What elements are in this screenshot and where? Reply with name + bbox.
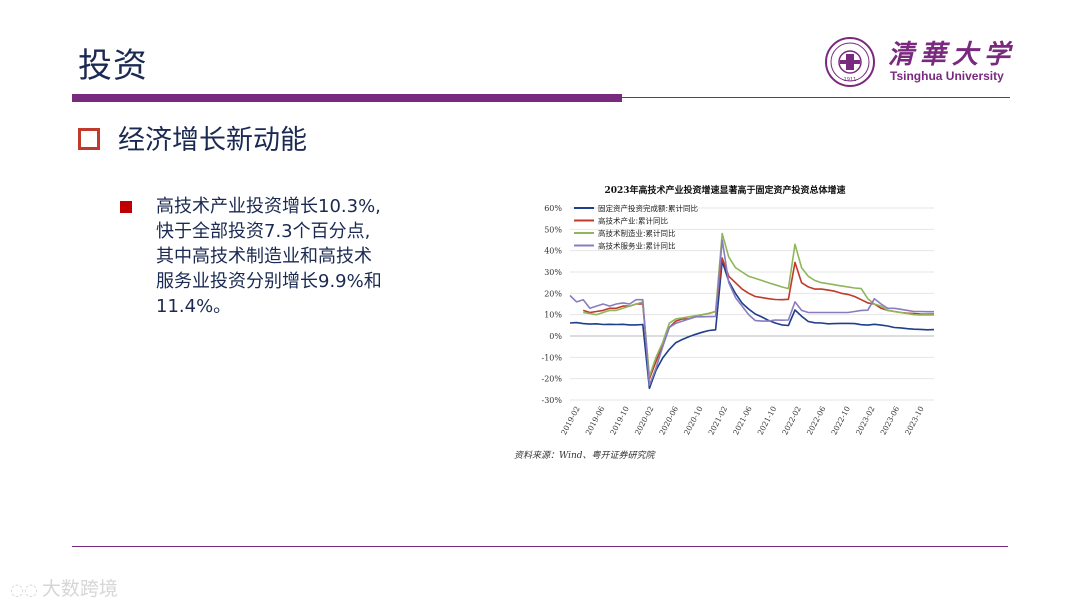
watermark-logo-icon: ◌◌ (10, 580, 38, 599)
y-tick-label: -10% (542, 353, 563, 362)
bullet-line: 高技术产业投资增长10.3%, (156, 196, 381, 217)
chart-title: 2023年高技术产业投资增速显著高于固定资产投资总体增速 (604, 184, 845, 196)
x-tick-label: 2020-02 (633, 405, 656, 437)
header-divider-thin (622, 97, 1010, 98)
x-tick-label: 2021-10 (756, 405, 779, 437)
x-tick-label: 2023-02 (854, 405, 877, 437)
x-tick-label: 2022-06 (805, 405, 828, 437)
header-divider-thick (72, 94, 622, 102)
series-line (569, 260, 935, 390)
hollow-square-bullet-icon (78, 127, 100, 150)
logo-name-en: Tsinghua University (890, 69, 1004, 83)
bullet-line: 其中高技术制造业和高技术 (156, 246, 372, 267)
investment-growth-chart: 2023年高技术产业投资增速显著高于固定资产投资总体增速 -30% -20% -10… (500, 178, 950, 466)
seal-icon: 1911 (825, 37, 875, 87)
y-tick-label: -20% (542, 375, 563, 384)
y-tick-label: -30% (542, 396, 563, 405)
bullet-line: 快于全部投资7.3个百分点, (156, 221, 371, 242)
section-title: 经济增长新动能 (118, 125, 307, 156)
x-tick-label: 2019-02 (559, 405, 582, 437)
y-tick-label: 40% (544, 247, 562, 256)
x-tick-label: 2019-06 (584, 405, 607, 437)
x-tick-label: 2021-02 (707, 405, 730, 437)
series-line (569, 239, 934, 386)
legend-label: 固定资产投资完成额:累计同比 (598, 203, 699, 213)
bullet-line: 11.4%。 (156, 296, 232, 317)
legend-label: 高技术产业:累计同比 (598, 216, 669, 226)
y-tick-label: 10% (544, 311, 562, 320)
page-title: 投资 (78, 46, 148, 86)
square-bullet-icon (120, 201, 132, 213)
legend-label: 高技术制造业:累计同比 (598, 228, 676, 238)
watermark: ◌◌ 大数跨境 (10, 574, 118, 601)
x-tick-label: 2023-10 (903, 405, 926, 437)
watermark-text: 大数跨境 (41, 578, 118, 600)
y-tick-label: 20% (544, 289, 562, 298)
series-line (582, 257, 935, 380)
y-tick-label: 50% (544, 225, 562, 234)
bullet-line: 服务业投资分别增长9.9%和 (156, 271, 382, 292)
section-heading: 经济增长新动能 (78, 118, 307, 157)
legend-label: 高技术服务业:累计同比 (598, 241, 676, 251)
x-tick-label: 2020-10 (682, 405, 705, 437)
footer-divider (72, 546, 1008, 547)
y-tick-label: 30% (544, 268, 562, 277)
chart-source: 资料来源：Wind、粤开证券研究院 (514, 451, 655, 461)
tsinghua-logo: 1911 清華大学 Tsinghua University (820, 36, 1020, 88)
x-tick-label: 2021-06 (731, 405, 754, 437)
x-tick-label: 2020-06 (657, 405, 680, 437)
x-tick-label: 2022-10 (829, 405, 852, 437)
x-tick-label: 2022-02 (780, 405, 803, 437)
y-tick-label: 0% (549, 332, 562, 341)
chart-canvas: 2023年高技术产业投资增速显著高于固定资产投资总体增速 -30% -20% -10… (542, 184, 935, 437)
seal-year: 1911 (844, 77, 857, 83)
x-tick-label: 2019-10 (608, 405, 631, 437)
series-line (583, 232, 934, 378)
y-tick-label: 60% (544, 204, 562, 213)
x-tick-label: 2023-06 (879, 405, 902, 437)
logo-name-cn: 清華大学 (888, 40, 1017, 70)
bullet-text: 高技术产业投资增长10.3%, 快于全部投资7.3个百分点, 其中高技术制造业和… (156, 194, 456, 319)
